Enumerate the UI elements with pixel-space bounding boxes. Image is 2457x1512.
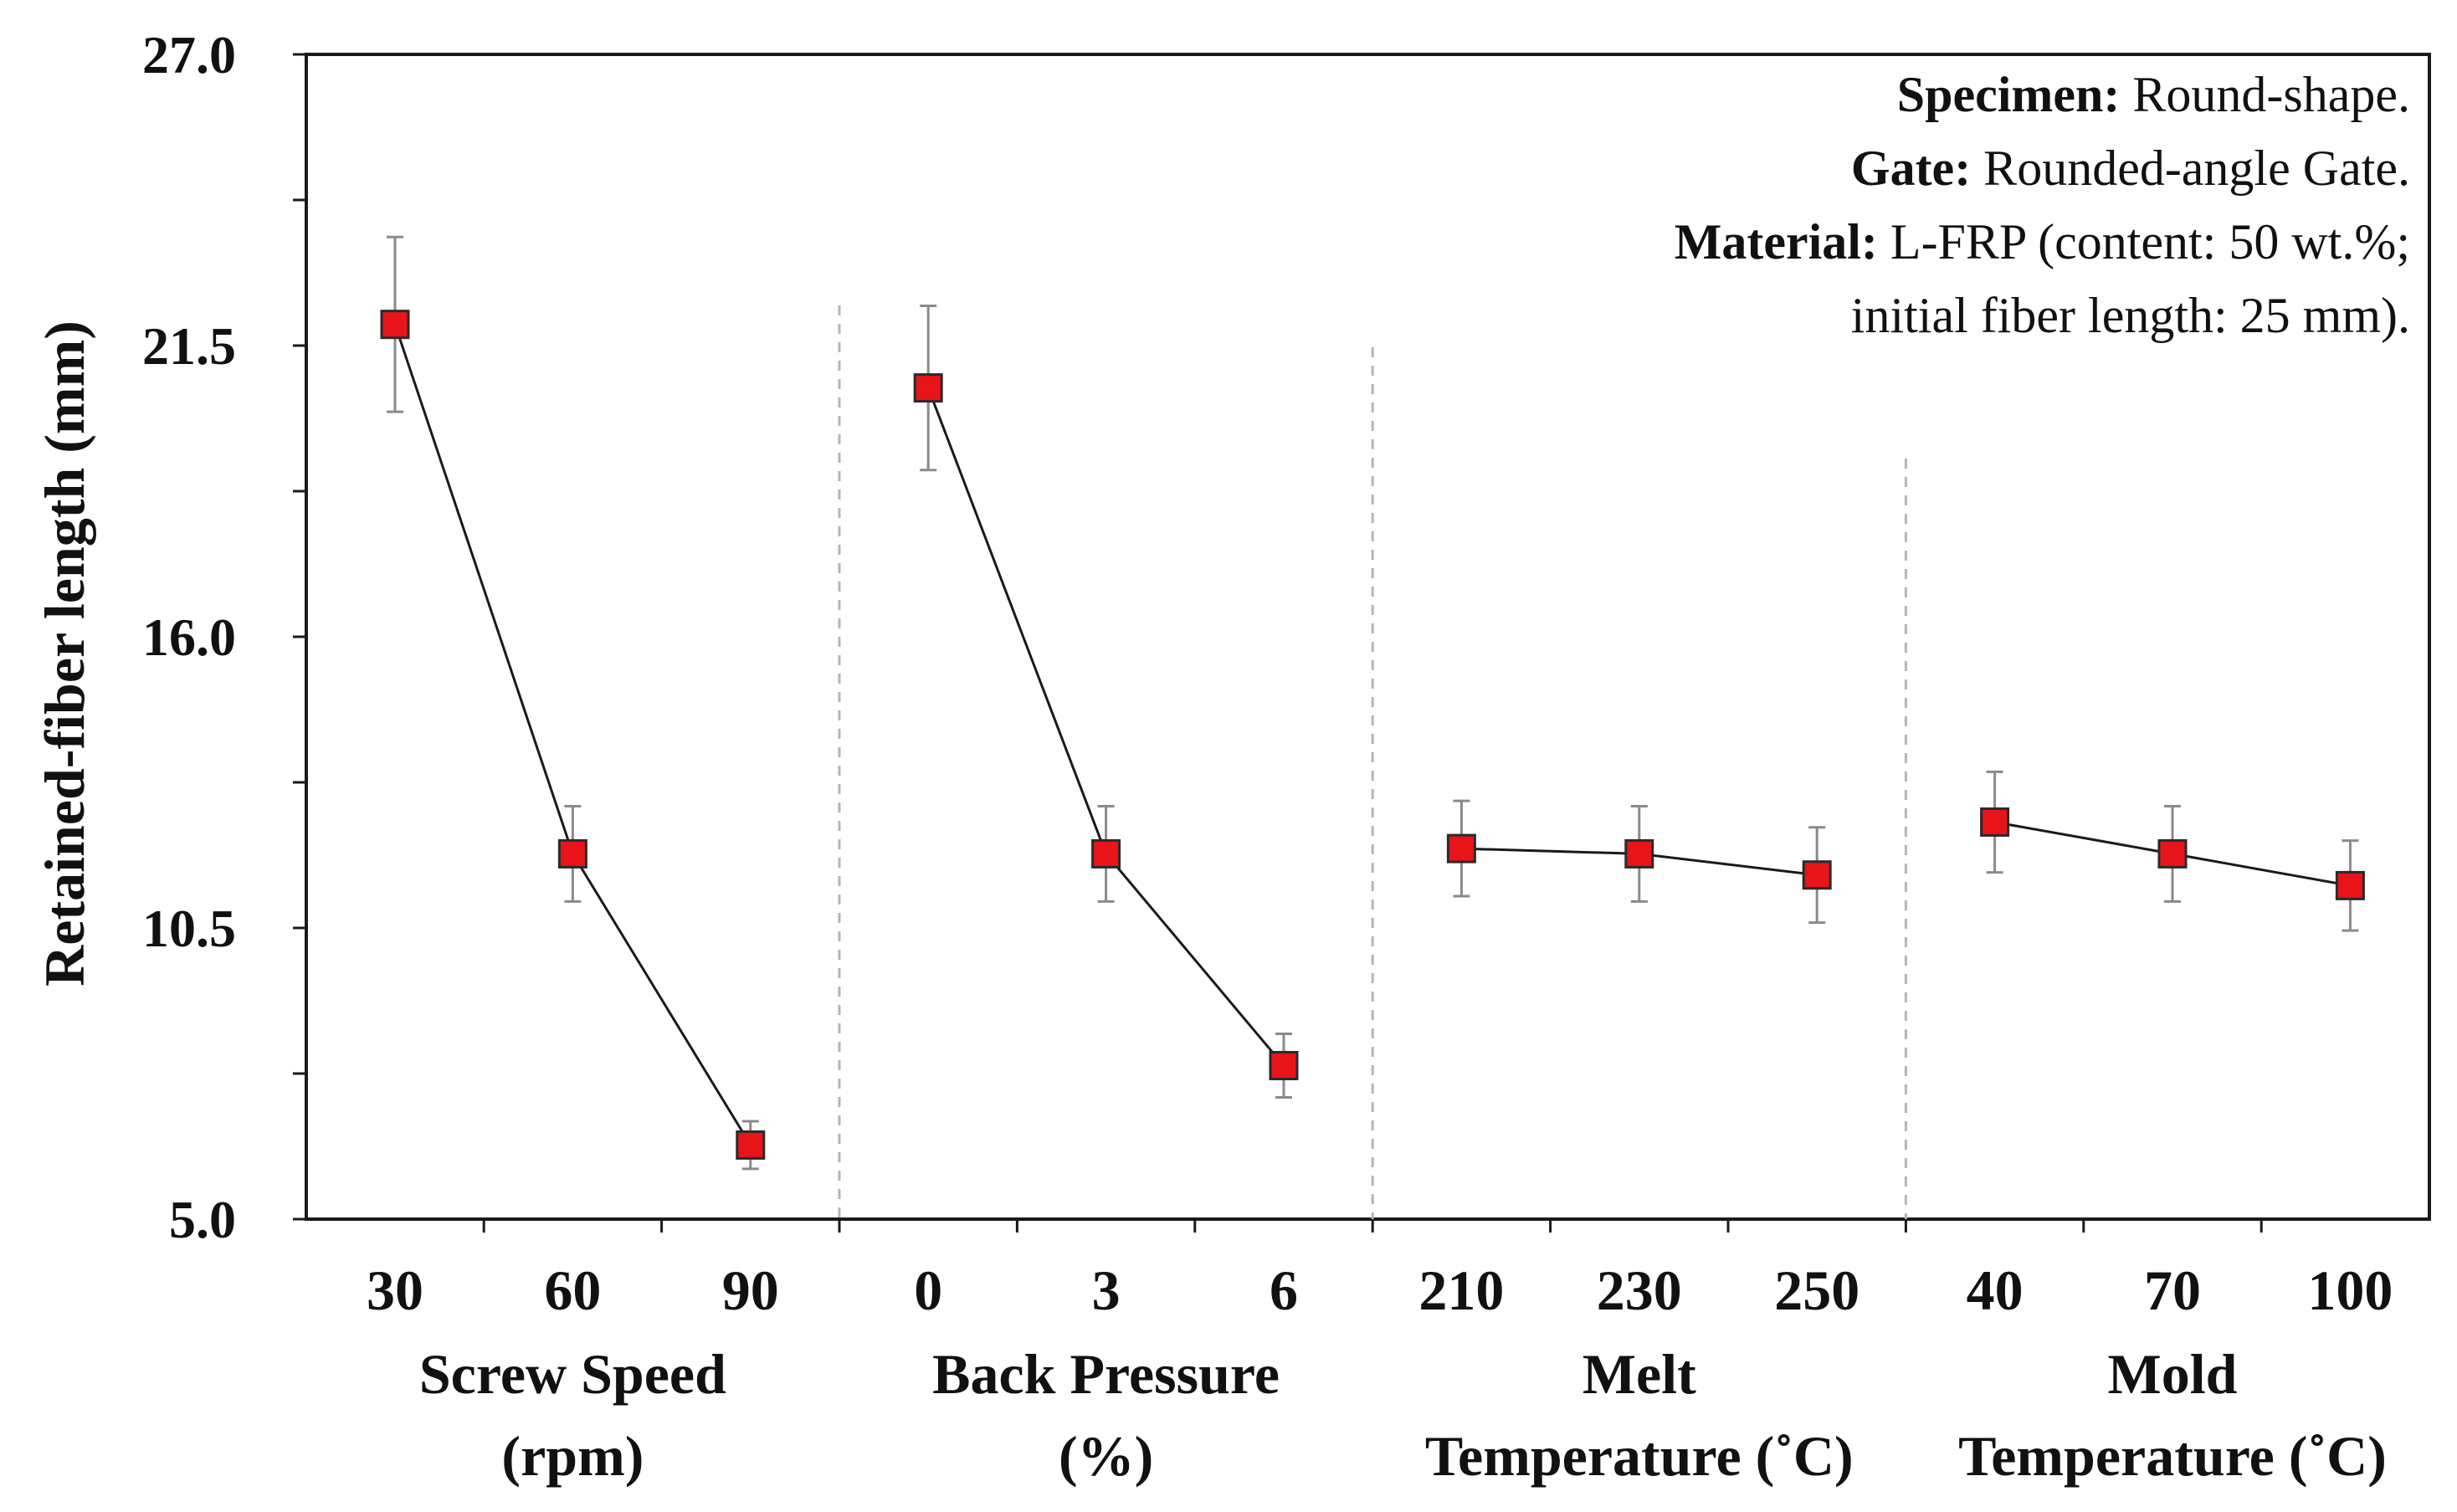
annotation-line: initial fiber length: 25 mm). [1851, 288, 2410, 343]
group-label-line: Mold [2108, 1342, 2238, 1406]
plot-area: 5.0 10.5 16.0 21.5 27.0 Retained-fiber length… [33, 25, 2431, 1488]
annotation-key: Gate: [1851, 141, 1971, 196]
annotation-block: Specimen: Round-shape. Gate: Rounded-angl… [1675, 67, 2410, 343]
x-tick-label: 70 [2144, 1258, 2201, 1322]
data-point [1091, 838, 1121, 869]
y-tick-label: 10.5 [142, 899, 236, 958]
data-point [557, 838, 587, 869]
x-tick-label: 40 [1967, 1258, 2024, 1322]
data-point [2335, 870, 2365, 900]
y-tick-label: 5.0 [169, 1190, 236, 1249]
x-tick-label: 90 [722, 1258, 779, 1322]
group-label-line: Screw Speed [419, 1342, 726, 1406]
group-label-line: Melt [1582, 1342, 1696, 1406]
x-tick-label: 230 [1597, 1258, 1682, 1322]
series-back-pressure [913, 305, 1299, 1099]
y-axis-title: Retained-fiber length (mm) [33, 320, 96, 987]
x-tick-label: 3 [1092, 1258, 1121, 1322]
annotation-value: initial fiber length: 25 mm). [1851, 288, 2410, 343]
group-label-line: (rpm) [501, 1424, 644, 1488]
data-point [913, 373, 943, 403]
annotation-line: Specimen: Round-shape. [1897, 67, 2410, 122]
x-tick-label: 0 [914, 1258, 942, 1322]
data-point [1980, 807, 2010, 837]
annotation-line: Gate: Rounded-angle Gate. [1851, 141, 2410, 196]
data-point [1624, 838, 1654, 869]
data-point [1269, 1051, 1299, 1081]
series-screw-speed [380, 235, 766, 1171]
x-tick-label: 210 [1418, 1258, 1504, 1322]
series-line [926, 387, 1285, 1067]
annotation-line: Material: L-FRP (content: 50 wt.%; [1675, 214, 2410, 269]
annotation-value: Round-shape. [2120, 67, 2410, 122]
data-point [380, 310, 410, 340]
series-mold-temperature [1980, 770, 2365, 932]
group-label-line: Back Pressure [932, 1342, 1280, 1406]
x-tick-label: 250 [1774, 1258, 1859, 1322]
data-point [1446, 833, 1476, 864]
x-tick-label: 100 [2307, 1258, 2393, 1322]
group-label-line: (%) [1059, 1424, 1153, 1488]
y-tick-label: 21.5 [142, 316, 236, 376]
annotation-value: Rounded-angle Gate. [1971, 141, 2410, 196]
y-tick-label: 16.0 [142, 607, 236, 667]
y-tick-label: 27.0 [142, 25, 236, 85]
x-tick-label: 60 [544, 1258, 601, 1322]
annotation-key: Material: [1675, 214, 1878, 269]
series-melt-temperature [1446, 799, 1832, 925]
data-point [2157, 838, 2188, 869]
group-label-line: Temperature (˚C) [1425, 1424, 1854, 1488]
annotation-value: L-FRP (content: 50 wt.%; [1878, 214, 2410, 269]
data-point [736, 1130, 766, 1160]
x-tick-label: 6 [1270, 1258, 1298, 1322]
group-label-line: Temperature (˚C) [1958, 1424, 2387, 1488]
series-line [393, 324, 752, 1146]
x-tick-label: 30 [367, 1258, 423, 1322]
annotation-key: Specimen: [1897, 67, 2121, 122]
data-point [1802, 860, 1832, 890]
